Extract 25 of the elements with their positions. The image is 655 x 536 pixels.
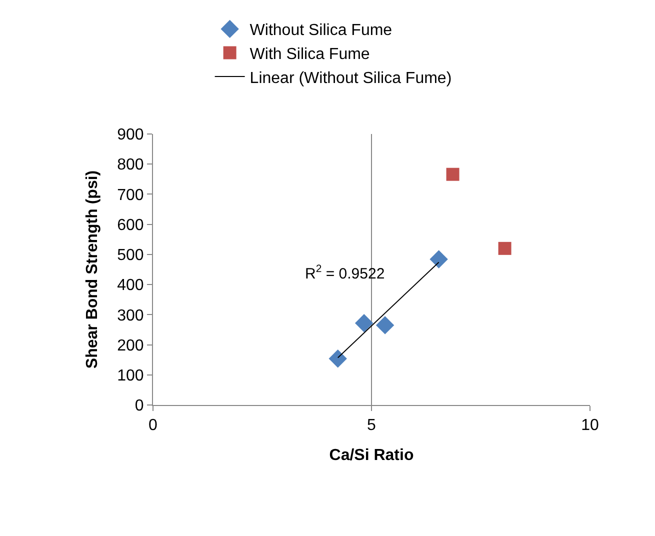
point [446, 168, 460, 181]
y-tick-label: 300 [117, 307, 144, 324]
point [376, 316, 394, 334]
legend-label: Linear (Without Silica Fume) [250, 70, 452, 87]
point [328, 350, 347, 368]
y-tick-label: 700 [117, 186, 144, 204]
annotation: R$^{2}$ = 0.9522 [305, 263, 385, 282]
y-tick-label: 900 [117, 126, 144, 144]
legend-label: With Silica Fume [250, 46, 370, 63]
y-tick-label: 400 [117, 277, 144, 294]
y-tick-label: 200 [117, 337, 144, 354]
x-tick-label: 0 [148, 417, 158, 434]
x-tick-label: 5 [367, 417, 376, 434]
legend-label: Without Silica Fume [250, 22, 392, 40]
y-tick-label: 800 [117, 156, 144, 174]
y-axis-title: Shear Bond Strength (psi) [84, 170, 101, 369]
y-tick-label: 100 [117, 367, 144, 384]
x-axis-title: Ca/Si Ratio [329, 446, 414, 464]
point [430, 250, 448, 268]
y-tick-label: 600 [117, 216, 144, 234]
y-tick-label: 500 [117, 247, 144, 264]
point [354, 314, 374, 332]
point [498, 242, 512, 255]
y-tick-label: 0 [134, 398, 144, 415]
x-tick-label: 10 [581, 417, 599, 434]
